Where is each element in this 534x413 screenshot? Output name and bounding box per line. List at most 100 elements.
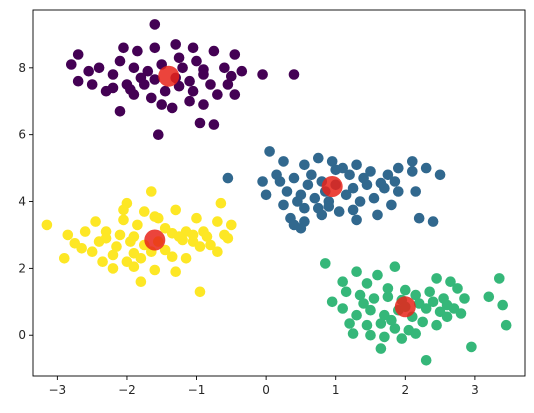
cluster-2-point [372,269,383,281]
cluster-1-point [260,189,272,201]
cluster-1-point [278,156,289,167]
cluster-0-point [114,106,126,117]
cluster-1-point [333,206,345,217]
cluster-2-point [358,298,369,309]
cluster-1-point [264,146,275,157]
cluster-2-point [379,331,390,343]
cluster-0-point [149,74,161,85]
cluster-0-point [184,75,195,87]
x-tick-label: 1 [332,383,340,397]
cluster-1-point [278,199,289,211]
cluster-2-point [347,328,359,339]
cluster-2-point [448,303,460,314]
cluster-1-point [347,182,359,194]
cluster-1-point [288,219,300,231]
cluster-1-point [299,159,310,171]
cluster-1-point [365,166,376,177]
cluster-2-point [351,266,362,278]
cluster-0-point [184,95,195,107]
cluster-1-point [326,156,338,167]
cluster-1-point [420,162,432,174]
cluster-2-point [410,289,422,301]
cluster-1-point [347,204,359,216]
cluster-2-point [340,286,352,298]
cluster-1-point [299,202,310,214]
cluster-0-point [226,70,237,82]
cluster-0-point [198,69,209,80]
cluster-0-point [205,79,216,90]
cluster-0-point [177,62,188,74]
cluster-2-point [431,273,442,284]
cluster-1-point [288,172,300,184]
cluster-3-point [212,246,223,257]
cluster-2-point [326,296,338,308]
cluster-3-point [159,223,171,234]
cluster-0-point [156,99,167,110]
x-tick-label: −3 [49,383,67,397]
cluster-1-point [271,169,282,181]
cluster-2-point [466,341,477,353]
cluster-1-point [413,212,425,224]
cluster-1-point [393,162,404,174]
cluster-2-point [431,319,442,331]
cluster-0-point [128,62,140,74]
cluster-2-point [417,316,429,328]
cluster-3-point [97,256,108,268]
cluster-1-point [368,192,380,204]
cluster-2-point [365,329,376,341]
cluster-3-point [135,276,147,288]
x-tick-label: −1 [188,383,206,397]
cluster-3-point [128,261,140,273]
x-tick-label: 2 [401,383,409,397]
cluster-1-point [302,179,314,191]
cluster-0-point [72,75,84,87]
cluster-1-point [281,186,293,197]
cluster-2-point [445,276,456,288]
cluster-0-point [107,69,119,80]
cluster-2-point [500,319,512,331]
cluster-3-point [76,243,87,254]
cluster-2-point [420,355,432,366]
cluster-1-point [351,159,362,171]
cluster-2-point [400,284,411,296]
cluster-3-point [194,241,206,252]
cluster-0-point [173,52,185,64]
cluster-2-point [344,318,355,329]
cluster-3-point [166,251,178,262]
centroids-layer [144,65,416,318]
cluster-0-point [149,19,161,30]
cluster-3-point [170,204,181,216]
cluster-0-point [173,80,185,92]
cluster-2-point [441,311,453,323]
cluster-1-point [375,177,387,189]
x-tick-label: −2 [118,383,136,397]
cluster-3-point [135,252,147,264]
centroid-marker [394,296,416,318]
cluster-2-point [361,278,373,289]
cluster-3-point [226,219,237,231]
cluster-3-point [125,236,136,247]
cluster-0-point [208,45,220,57]
cluster-3-point [107,249,119,261]
cluster-3-point [90,216,101,227]
cluster-3-point [180,252,192,264]
cluster-3-point [79,226,91,237]
cluster-2-point [452,283,463,294]
cluster-3-point [118,204,129,216]
cluster-3-point [212,216,223,227]
cluster-1-point [410,186,422,197]
cluster-0-point [187,42,199,54]
cluster-3-point [86,246,98,257]
axes-frame [32,9,526,377]
cluster-1-point [257,176,268,187]
cluster-0-point [93,62,105,74]
cluster-0-point [72,49,84,60]
cluster-3-point [149,264,161,276]
cluster-1-point [393,186,404,197]
cluster-0-point [139,79,150,90]
cluster-0-point [198,99,209,110]
cluster-2-point [494,273,505,284]
cluster-2-point [382,283,394,294]
cluster-1-point [427,216,439,227]
cluster-3-point [59,252,70,264]
